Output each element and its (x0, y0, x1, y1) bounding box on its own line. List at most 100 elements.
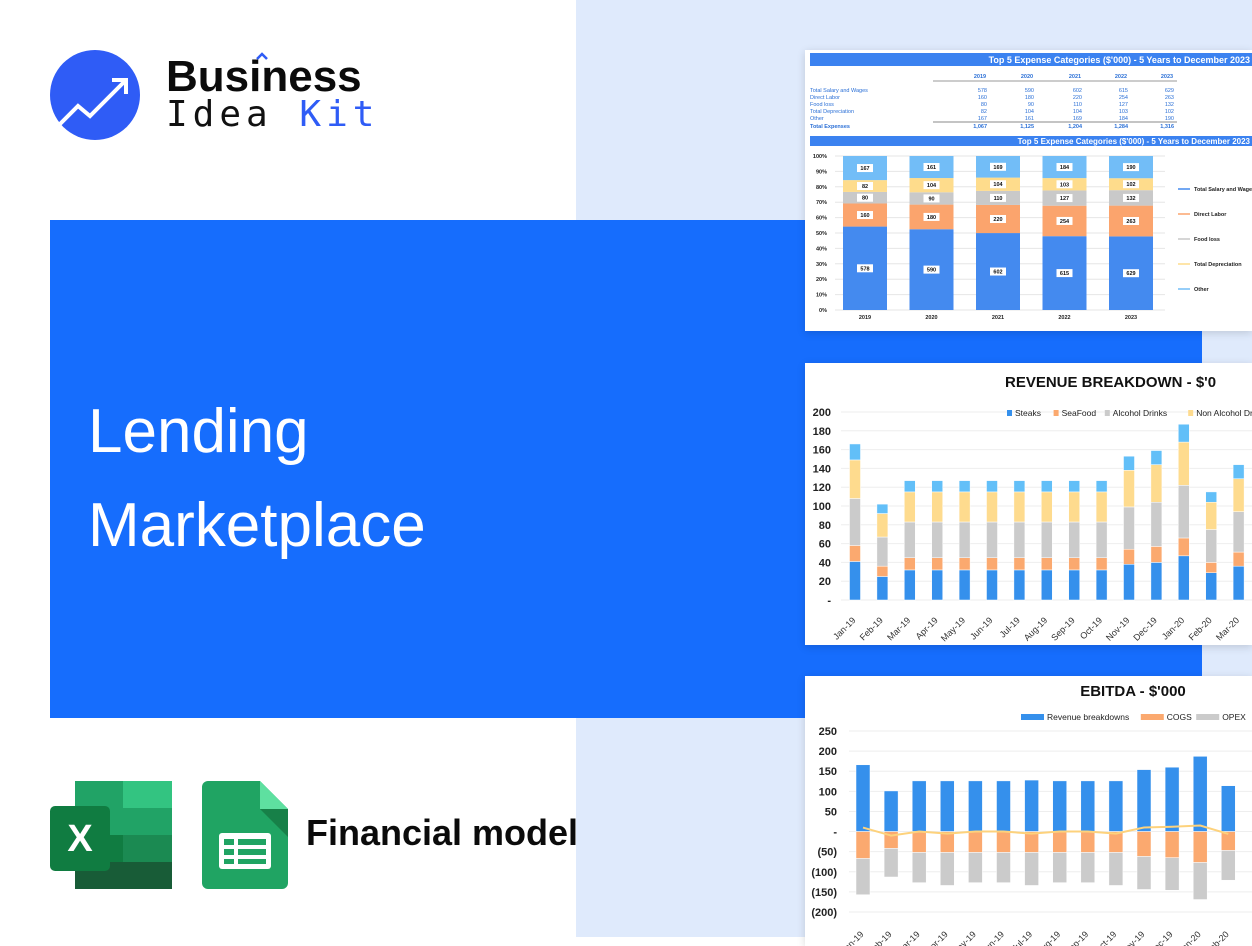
bar-segment (1041, 480, 1053, 493)
bar-segment (986, 480, 998, 493)
legend-label: Steaks (1015, 408, 1041, 418)
total-cell: 1,316 (1160, 124, 1174, 130)
data-label: 82 (862, 184, 868, 190)
bar-segment (1108, 780, 1124, 832)
data-label: 220 (993, 217, 1002, 223)
data-label-box (923, 163, 940, 172)
bar-segment (1123, 548, 1135, 565)
bar-segment (1192, 831, 1208, 863)
bar-segment (968, 831, 983, 853)
bar-segment (1041, 521, 1053, 558)
table-header: 2023 (1161, 74, 1173, 80)
data-label: 615 (1060, 271, 1069, 277)
row-label: Other (810, 116, 824, 122)
bar-segment (996, 780, 1011, 832)
y-tick-label: 40% (816, 246, 827, 252)
google-sheets-icon (202, 781, 288, 889)
x-tick-label: Feb-19 (866, 929, 893, 946)
x-tick-label: Aug-19 (1022, 615, 1050, 643)
data-label-box (1056, 216, 1073, 225)
x-tick-label: Feb-19 (858, 615, 885, 642)
bar-segment (904, 491, 916, 523)
x-tick-label: Mar-19 (895, 929, 922, 946)
bar-segment (931, 557, 943, 571)
data-label: 184 (1060, 165, 1070, 171)
table-cell: 160 (978, 95, 987, 101)
legend-swatch (1104, 410, 1110, 416)
y-tick-label: (50) (817, 847, 837, 859)
table-cell: 132 (1165, 102, 1174, 108)
row-label: Direct Labor (810, 95, 840, 101)
table-cell: 629 (1165, 88, 1174, 94)
data-label-box (923, 265, 940, 274)
y-tick-label: 100 (819, 786, 837, 798)
table-title: Top 5 Expense Categories ($'000) - 5 Yea… (989, 55, 1250, 65)
bar-segment (904, 521, 916, 558)
bar-segment (1150, 562, 1163, 601)
data-label-box (990, 180, 1006, 189)
bar-segment (1136, 831, 1152, 857)
x-tick-label: Feb-20 (1204, 929, 1231, 946)
table-cell: 190 (1165, 116, 1174, 122)
bar-segment (940, 780, 955, 832)
y-tick-label: 200 (819, 746, 837, 758)
bar-segment (1108, 831, 1124, 853)
bar-segment (849, 498, 861, 546)
x-tick-label: Jul-19 (1010, 929, 1034, 946)
y-tick-label: 20 (819, 576, 831, 588)
y-tick-label: 80% (816, 185, 827, 191)
data-label-box (923, 181, 940, 190)
row-label: Food loss (810, 102, 834, 108)
logo-circle (50, 50, 140, 140)
data-label-box (1056, 269, 1073, 278)
financial-model-label: Financial model (306, 812, 579, 853)
bar-segment (1068, 569, 1080, 601)
y-tick-label: 60% (816, 216, 827, 222)
bar-segment (1013, 557, 1026, 571)
bar-segment (958, 557, 971, 571)
table-cell: 180 (1025, 95, 1034, 101)
bar-segment (1178, 485, 1190, 539)
data-label: 132 (1126, 196, 1135, 202)
legend-label: Total Depreciation (1194, 262, 1242, 268)
bar-segment (1150, 464, 1163, 503)
x-tick-label: May-19 (939, 615, 967, 643)
bar-segment (1095, 491, 1108, 523)
bar-segment (1150, 546, 1163, 563)
logo-word-business: Business (166, 52, 362, 101)
data-label-box (990, 267, 1006, 276)
bar-segment (883, 848, 899, 878)
bar-segment (931, 491, 943, 523)
table-cell: 169 (1073, 116, 1082, 122)
y-tick-label: 0% (819, 308, 827, 314)
row-label: Total Salary and Wages (810, 88, 868, 94)
data-label: 602 (993, 270, 1002, 276)
legend-label: Non Alcohol Drinks (1196, 408, 1252, 418)
bar-segment (1232, 464, 1245, 479)
data-label: 80 (862, 196, 868, 202)
bar-segment (1095, 480, 1108, 493)
y-tick-label: - (827, 595, 831, 607)
table-header: 2021 (1069, 74, 1081, 80)
table-cell: 220 (1073, 95, 1082, 101)
x-tick-label: 2020 (925, 315, 937, 321)
bar-segment (904, 480, 916, 493)
bar-segment (849, 443, 861, 461)
data-label-box (857, 211, 873, 220)
data-label: 127 (1060, 196, 1069, 202)
bar-segment (958, 480, 971, 493)
table-cell: 80 (981, 102, 987, 108)
bar-segment (1232, 478, 1245, 512)
bar-segment (931, 521, 943, 558)
y-tick-label: (200) (811, 907, 837, 919)
bar-segment (1178, 423, 1190, 443)
table-cell: 102 (1165, 109, 1174, 115)
table-cell: 578 (978, 88, 987, 94)
x-tick-label: Nov-19 (1119, 929, 1147, 946)
chart-title: Top 5 Expense Categories ($'000) - 5 Yea… (1018, 137, 1251, 146)
bar-segment (1024, 852, 1039, 886)
legend-label: Food loss (1194, 237, 1220, 243)
bar-segment (1164, 766, 1180, 832)
bar-segment (1095, 521, 1108, 558)
bar-segment (876, 513, 889, 538)
